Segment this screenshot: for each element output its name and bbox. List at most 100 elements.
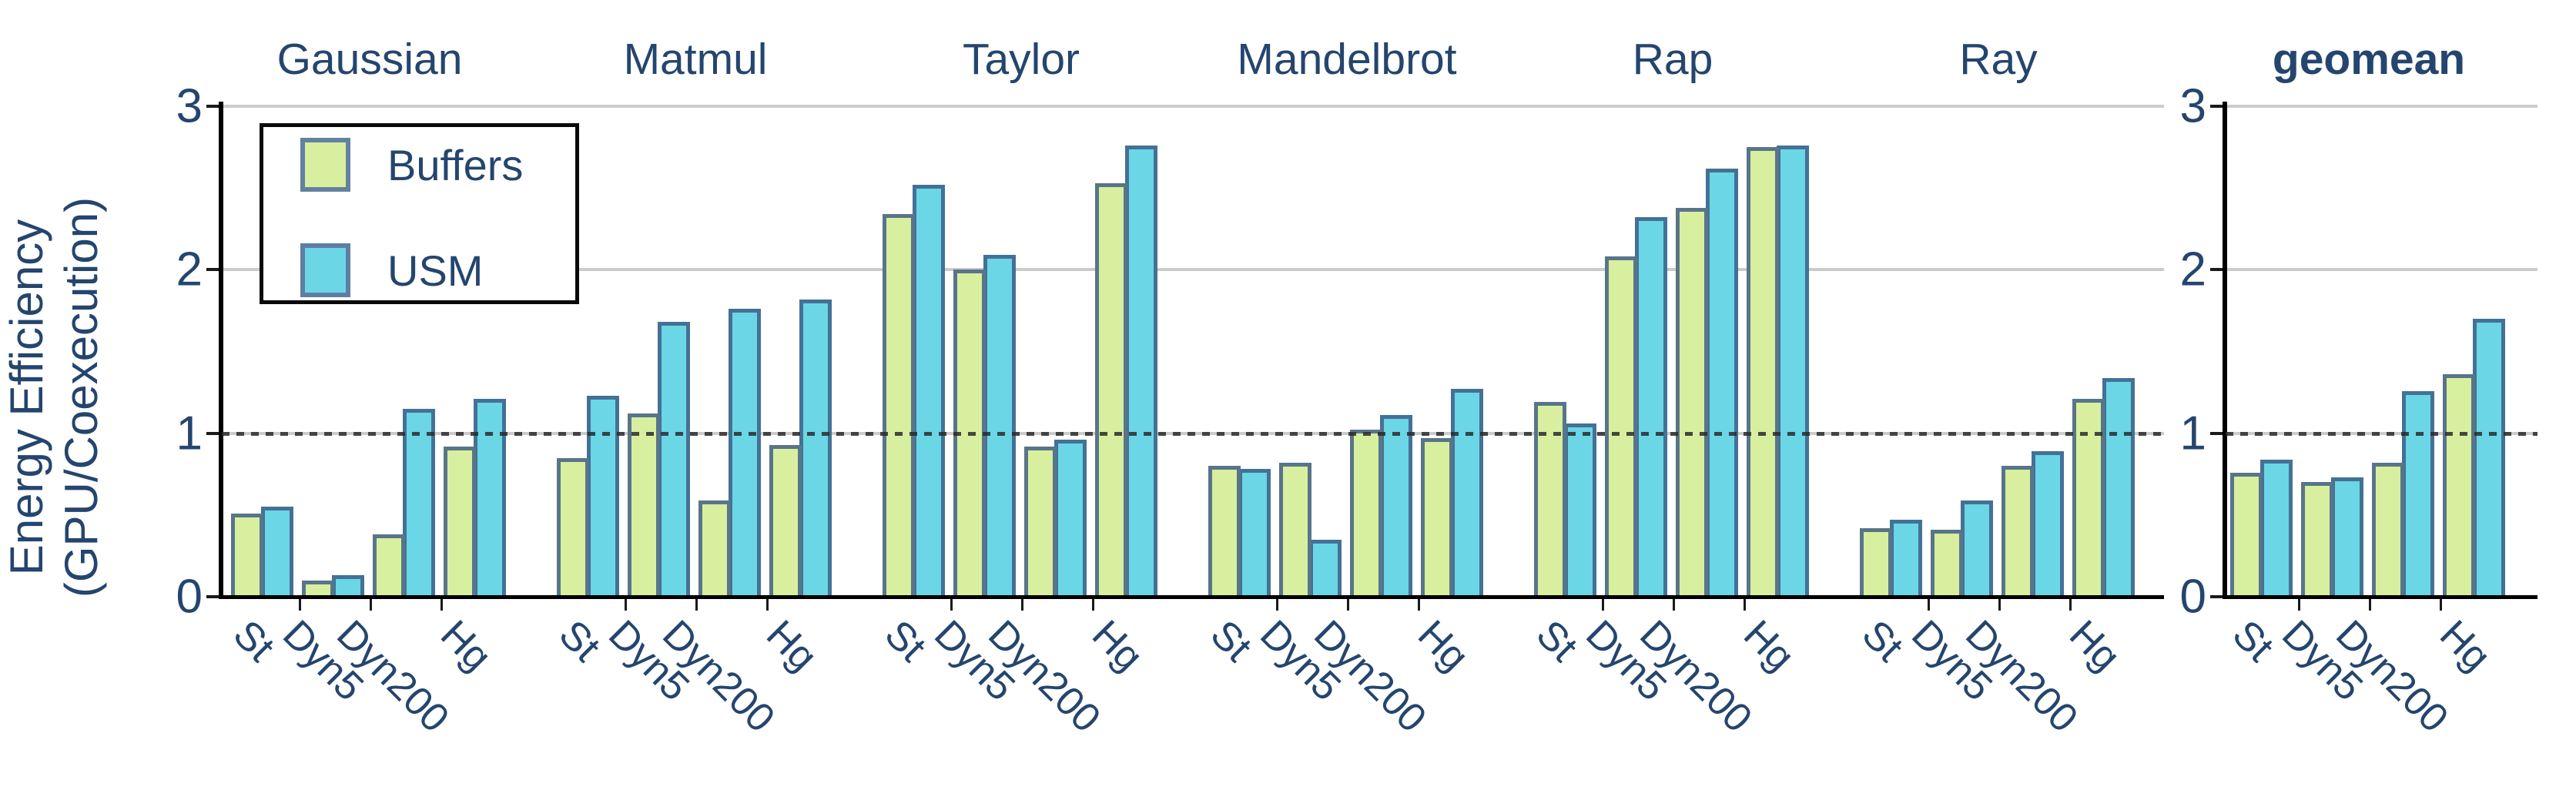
- y-tick-mark-geo-2: [2210, 268, 2223, 272]
- x-tick-mark-ray-0: [1928, 599, 1930, 611]
- x-tick-mark-matmul-2: [766, 599, 769, 611]
- bar-gaussian-Hg-buffers: [444, 446, 476, 599]
- x-tick-mark-geomean-0: [2298, 599, 2300, 611]
- bar-ray-Hg-buffers: [2072, 399, 2105, 599]
- legend-swatch-usm: [300, 243, 350, 297]
- y-tick-mark-geo-3: [2210, 105, 2223, 109]
- x-tick-mark-rap-0: [1602, 599, 1604, 611]
- reference-line-y1: [222, 431, 2164, 436]
- bar-geomean-St-usm: [2260, 459, 2293, 599]
- y-tick-label-main-3: 3: [176, 79, 203, 133]
- x-tick-mark-gaussian-0: [299, 599, 301, 611]
- x-tick-label-gaussian-Hg: Hg: [432, 611, 501, 680]
- x-tick-label-matmul-St: St: [550, 611, 609, 671]
- x-tick-mark-mandelbrot-2: [1418, 599, 1420, 611]
- x-tick-label-ray-St: St: [1853, 611, 1912, 671]
- legend-item-usm: USM: [300, 243, 483, 297]
- y-tick-label-main-2: 2: [176, 243, 203, 296]
- x-tick-label-ray-Hg: Hg: [2061, 611, 2129, 680]
- bar-rap-Dyn200-usm: [1706, 168, 1738, 599]
- bar-mandelbrot-Hg-usm: [1451, 389, 1483, 599]
- y-tick-mark-geo-1: [2210, 431, 2223, 435]
- x-tick-label-gaussian-St: St: [224, 611, 283, 671]
- x-tick-mark-matmul-1: [695, 599, 698, 611]
- bar-mandelbrot-Dyn5-usm: [1309, 539, 1342, 599]
- bar-gaussian-St-usm: [261, 507, 293, 599]
- bar-geomean-Dyn200-buffers: [2372, 462, 2404, 599]
- y-axis-label-line2: (GPU/Coexecution): [55, 196, 107, 598]
- bar-geomean-Hg-usm: [2473, 319, 2505, 599]
- bar-gaussian-Dyn200-buffers: [373, 534, 405, 599]
- x-tick-label-mandelbrot-Hg: Hg: [1409, 611, 1478, 680]
- x-axis-geo: [2223, 595, 2537, 599]
- x-tick-label-geomean-Hg: Hg: [2431, 611, 2500, 680]
- bar-mandelbrot-Dyn200-usm: [1380, 415, 1412, 599]
- bar-taylor-Dyn200-buffers: [1024, 446, 1057, 599]
- bar-rap-St-usm: [1564, 423, 1596, 599]
- panel-title-rap: Rap: [1632, 35, 1713, 84]
- bar-matmul-Dyn5-buffers: [628, 413, 660, 599]
- bar-rap-Dyn200-buffers: [1676, 207, 1708, 599]
- bar-mandelbrot-St-usm: [1238, 469, 1271, 599]
- panel-title-matmul: Matmul: [623, 35, 768, 84]
- y-tick-mark-main-2: [206, 268, 219, 272]
- bar-ray-Dyn5-usm: [1961, 500, 1993, 599]
- panel-title-mandelbrot: Mandelbrot: [1237, 35, 1457, 84]
- bar-mandelbrot-St-buffers: [1208, 466, 1241, 599]
- reference-line-y1: [2226, 431, 2537, 436]
- bar-geomean-Dyn5-usm: [2331, 477, 2363, 599]
- x-tick-mark-geomean-2: [2440, 599, 2442, 611]
- bar-ray-Hg-usm: [2102, 377, 2135, 599]
- bar-taylor-Hg-buffers: [1095, 182, 1127, 599]
- x-tick-mark-taylor-2: [1092, 599, 1094, 611]
- y-tick-label-geo-3: 3: [2179, 79, 2206, 133]
- x-tick-label-taylor-St: St: [876, 611, 935, 671]
- y-tick-mark-main-3: [206, 105, 219, 109]
- y-axis-label: Energy Efficiency (GPU/Coexecution): [0, 89, 116, 705]
- gridline-y2: [222, 268, 2164, 272]
- bar-mandelbrot-Hg-buffers: [1421, 438, 1453, 599]
- bar-taylor-Dyn5-usm: [983, 255, 1016, 599]
- bar-rap-Hg-usm: [1777, 146, 1809, 599]
- bar-gaussian-St-buffers: [231, 513, 263, 599]
- bar-matmul-Dyn200-usm: [729, 309, 761, 599]
- y-tick-label-main-1: 1: [176, 407, 203, 460]
- y-tick-label-geo-1: 1: [2179, 407, 2206, 460]
- x-tick-label-taylor-Hg: Hg: [1084, 611, 1152, 680]
- bar-taylor-Hg-usm: [1125, 146, 1157, 599]
- bar-geomean-Dyn200-usm: [2402, 390, 2434, 599]
- panel-title-ray: Ray: [1959, 35, 2038, 84]
- y-tick-mark-main-0: [206, 595, 219, 598]
- gridline-y2: [2226, 268, 2537, 272]
- panel-title-geomean: geomean: [2272, 35, 2466, 84]
- bar-gaussian-Hg-usm: [474, 399, 506, 599]
- x-tick-mark-matmul-0: [625, 599, 627, 611]
- y-tick-label-geo-0: 0: [2179, 570, 2206, 624]
- bar-geomean-Dyn5-buffers: [2301, 482, 2333, 599]
- bar-taylor-St-usm: [913, 185, 945, 599]
- bar-matmul-Hg-usm: [799, 299, 832, 599]
- x-tick-label-rap-St: St: [1527, 611, 1586, 671]
- x-tick-mark-rap-2: [1744, 599, 1746, 611]
- bar-ray-St-buffers: [1860, 527, 1892, 599]
- legend-label-usm: USM: [387, 246, 484, 295]
- x-tick-mark-mandelbrot-1: [1347, 599, 1349, 611]
- bar-matmul-Hg-buffers: [769, 444, 802, 599]
- x-tick-mark-mandelbrot-0: [1276, 599, 1278, 611]
- bar-rap-Hg-buffers: [1747, 147, 1779, 599]
- panel-title-taylor: Taylor: [962, 35, 1080, 84]
- bar-matmul-Dyn5-usm: [658, 322, 690, 599]
- x-tick-mark-gaussian-2: [440, 599, 443, 611]
- x-tick-mark-rap-1: [1673, 599, 1675, 611]
- bar-matmul-St-usm: [587, 395, 619, 599]
- legend-item-buffers: Buffers: [300, 138, 523, 192]
- bar-matmul-Dyn200-buffers: [698, 500, 731, 599]
- bar-mandelbrot-Dyn200-buffers: [1350, 430, 1382, 599]
- bar-geomean-Hg-buffers: [2443, 374, 2475, 599]
- bar-ray-Dyn200-buffers: [2002, 466, 2034, 599]
- gridline-y3: [2226, 105, 2537, 109]
- bar-taylor-St-buffers: [883, 214, 915, 599]
- y-axis-spine-geo: [2223, 102, 2227, 599]
- bar-mandelbrot-Dyn5-buffers: [1279, 462, 1311, 599]
